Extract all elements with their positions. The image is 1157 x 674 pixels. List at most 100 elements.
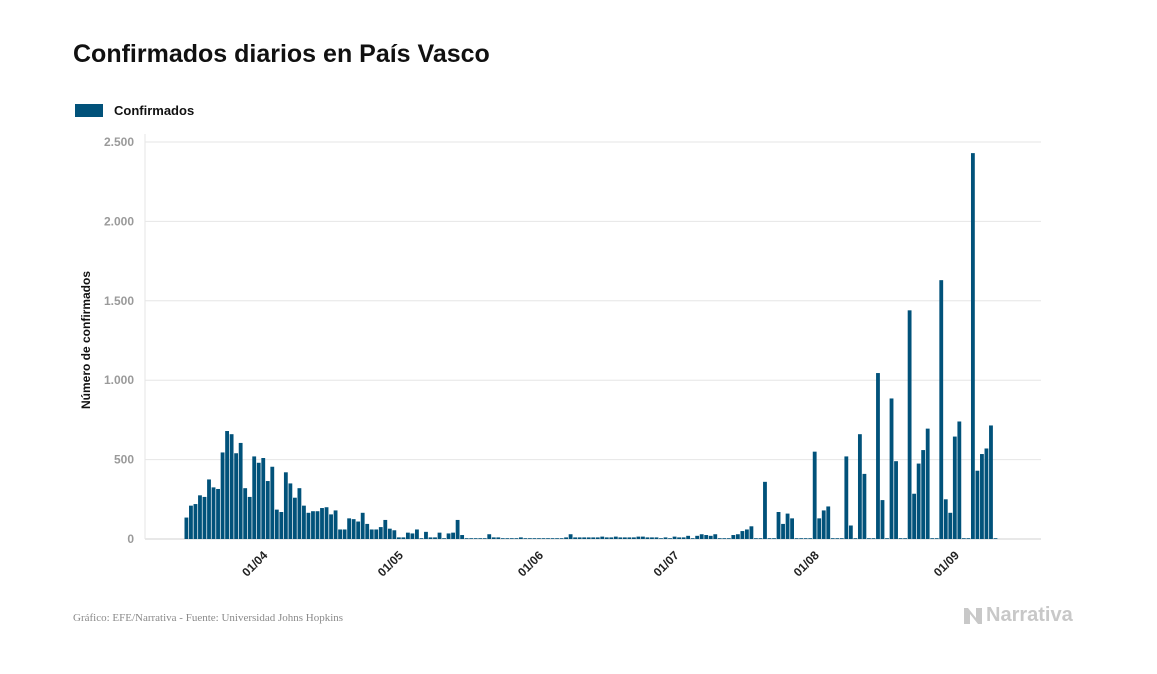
bar (595, 537, 600, 539)
bar (505, 538, 510, 539)
bar (821, 510, 826, 539)
bar (659, 538, 663, 539)
bar (722, 538, 727, 539)
bar (627, 537, 632, 539)
bar (216, 488, 220, 539)
bar (930, 538, 935, 539)
bar (464, 538, 469, 539)
bar (537, 538, 541, 539)
bar (396, 537, 401, 539)
bar (934, 538, 939, 539)
bar (699, 534, 704, 539)
bar (523, 538, 528, 539)
bar (916, 463, 921, 539)
bar (912, 493, 917, 539)
bar (541, 538, 546, 539)
bar (428, 537, 433, 539)
bars (184, 153, 998, 539)
y-tick-label: 500 (114, 453, 134, 467)
bar (740, 531, 745, 539)
bar (812, 451, 817, 539)
bar (830, 538, 835, 539)
bar (496, 537, 501, 539)
bar (681, 537, 686, 539)
bar (984, 448, 989, 539)
bar (356, 521, 361, 539)
bar (952, 436, 957, 539)
bar (641, 536, 645, 539)
bar (550, 538, 555, 539)
bar (613, 536, 618, 539)
bar (405, 532, 410, 539)
bar (871, 538, 876, 539)
bar (880, 500, 885, 539)
bar (668, 538, 672, 539)
bar (763, 481, 767, 539)
bar (555, 538, 559, 539)
bar (903, 538, 907, 539)
bar (383, 519, 388, 539)
bar (799, 538, 804, 539)
bar (202, 496, 207, 539)
bar (654, 537, 659, 539)
bar (528, 538, 532, 539)
bar (211, 487, 216, 539)
bar (862, 473, 867, 539)
bar (889, 398, 894, 539)
bar (631, 537, 636, 539)
bar (252, 456, 257, 539)
bar (532, 538, 537, 539)
bar (401, 537, 406, 539)
legend: Confirmados (75, 103, 194, 118)
bar (446, 533, 451, 539)
bar (419, 538, 424, 539)
bar (220, 452, 225, 539)
bar (193, 504, 198, 539)
bar (749, 526, 754, 539)
bar (351, 519, 356, 539)
bar (482, 538, 487, 539)
bar (451, 532, 455, 539)
bar (848, 525, 853, 539)
bar (306, 512, 311, 539)
bar (261, 458, 266, 539)
bar (817, 518, 822, 539)
bar (460, 535, 465, 539)
bar (731, 535, 736, 539)
legend-label: Confirmados (114, 103, 195, 118)
bar (189, 505, 193, 539)
bar (338, 529, 342, 539)
bar (970, 153, 975, 539)
bar (708, 535, 713, 539)
bar (347, 518, 352, 539)
bar (695, 535, 700, 539)
bar (500, 538, 505, 539)
bar (473, 538, 478, 539)
bar (410, 533, 415, 539)
bar (803, 538, 808, 539)
bar (491, 537, 496, 539)
bar (292, 497, 297, 539)
grid-lines (144, 134, 1041, 540)
bar (622, 537, 627, 539)
bar (704, 535, 709, 539)
bar (514, 538, 519, 539)
bar (207, 479, 211, 539)
bar (283, 472, 288, 539)
bar (853, 538, 858, 539)
bar (835, 538, 840, 539)
x-tick-label: 01/04 (239, 548, 270, 579)
bar (198, 495, 202, 539)
bar (342, 529, 347, 539)
x-tick-label: 01/06 (515, 548, 546, 579)
source-note: Gráfico: EFE/Narrativa - Fuente: Univers… (73, 612, 344, 624)
y-tick-label: 2.000 (104, 214, 134, 228)
bar (442, 538, 446, 539)
bar (609, 537, 614, 539)
bar (785, 513, 790, 539)
bar (369, 529, 374, 539)
bar (324, 507, 329, 539)
x-tick-label: 01/07 (651, 548, 682, 579)
bar (288, 483, 293, 539)
